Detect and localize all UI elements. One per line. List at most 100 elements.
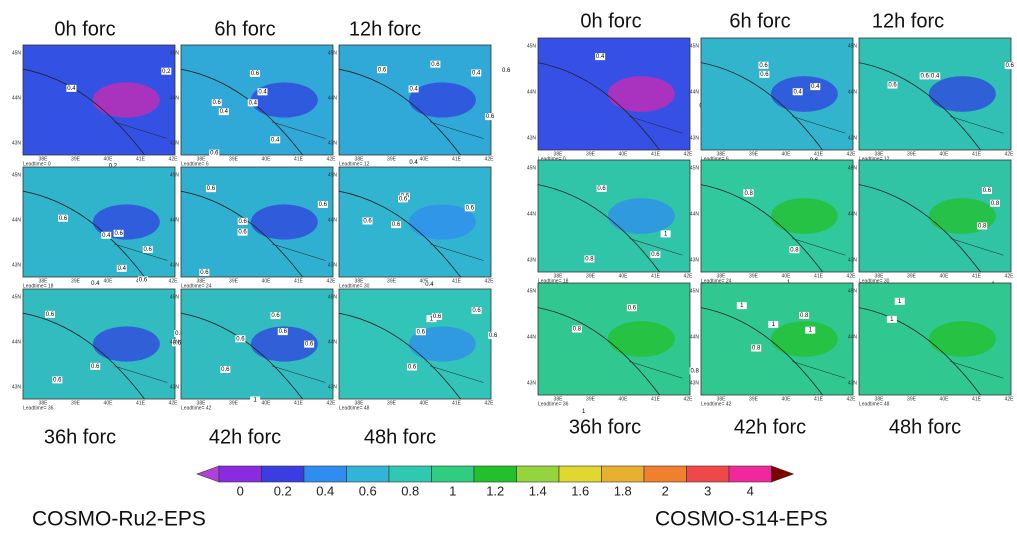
border <box>272 365 326 383</box>
contour-label-box <box>805 326 816 334</box>
leadtime-label: Leadtime= 24 <box>701 278 732 284</box>
contour-label-box <box>237 217 248 225</box>
contour-label: 0.4 <box>220 109 229 115</box>
contour-label-box <box>426 315 437 323</box>
lat-tick: 44N <box>527 211 537 217</box>
contour-label: 0.6 <box>210 151 219 157</box>
contour-label: 0.4 <box>472 71 481 77</box>
lon-tick: 40E <box>104 156 114 162</box>
field-blob <box>928 76 996 112</box>
field-blob <box>607 321 675 357</box>
lon-tick: 41E <box>651 396 661 402</box>
lat-tick: 44N <box>690 211 700 217</box>
contour-label-box <box>270 136 281 144</box>
contour-label: 0.6 <box>1006 63 1015 69</box>
colorbar-label: 2 <box>662 483 669 498</box>
lat-tick: 43N <box>328 384 338 390</box>
contour-label-box <box>171 339 182 347</box>
contour-label: 0.4 <box>425 282 434 288</box>
field-blob <box>199 114 254 141</box>
lat-tick: 44N <box>690 334 700 340</box>
contour-label-box <box>792 88 803 96</box>
colorbar-box <box>558 465 602 483</box>
contour-label: 0.6 <box>251 71 260 77</box>
contour-label: 0.6 <box>760 72 769 78</box>
lon-tick: 39E <box>586 273 596 279</box>
contour-label-box <box>485 113 496 121</box>
leadtime-label: Leadtime= 0 <box>23 161 51 167</box>
lon-tick: 38E <box>355 278 365 284</box>
leadtime-label: Leadtime= 42 <box>181 405 212 411</box>
contour-label-box <box>810 83 821 91</box>
contour-label: 0.6 <box>279 329 288 335</box>
colorbar-label: 0 <box>237 483 244 498</box>
colorbar-box <box>601 465 645 483</box>
lon-tick: 41E <box>452 278 462 284</box>
lon-tick: 38E <box>197 156 207 162</box>
lon-tick: 39E <box>71 278 81 284</box>
contour-label: 0.6 <box>628 305 637 311</box>
contour-label: 0.8 <box>690 369 699 375</box>
contour-label: 0.6 <box>221 367 230 373</box>
contour-label: 0.6 <box>363 219 372 225</box>
field-blob <box>408 82 476 118</box>
field-blob <box>250 326 318 362</box>
contour-label-box <box>799 311 810 319</box>
lon-tick: 39E <box>907 151 917 157</box>
field-blob <box>92 326 160 362</box>
field-blob <box>877 230 932 258</box>
contour-label-box <box>362 217 373 225</box>
lon-tick: 42E <box>169 400 179 406</box>
lon-tick: 38E <box>875 396 885 402</box>
field-blob <box>250 204 318 240</box>
lat-tick: 44N <box>12 95 22 101</box>
colorbar-label: 0.8 <box>401 483 419 498</box>
field-blob <box>41 358 96 385</box>
contour-label: 0.6 <box>472 308 481 314</box>
lat-tick: 45N <box>848 165 858 171</box>
lat-tick: 45N <box>527 43 537 49</box>
leadtime-label: Leadtime= 18 <box>538 278 569 284</box>
contour-label-box <box>689 367 700 375</box>
lon-tick: 42E <box>1005 396 1015 402</box>
contour-label: 1 <box>430 316 434 322</box>
field-blob <box>770 321 838 357</box>
contour-label-box <box>249 69 260 77</box>
contour-label-box <box>218 108 229 116</box>
lat-tick: 43N <box>12 140 22 146</box>
border <box>272 243 326 261</box>
contour-label-box <box>488 331 499 339</box>
contour-label: 0.4 <box>258 89 267 95</box>
lon-tick: 42E <box>1005 273 1015 279</box>
lon-tick: 41E <box>814 273 824 279</box>
border <box>629 361 683 379</box>
coastline <box>700 62 823 151</box>
contour-label-box <box>257 88 268 96</box>
colorbar-box <box>643 465 687 483</box>
coastline <box>338 68 461 156</box>
contour-label: 0.6 <box>651 252 660 258</box>
contour-label: 0.6 <box>59 216 68 222</box>
contour-label-box <box>626 304 637 312</box>
leadtime-label: Leadtime= 6 <box>701 156 729 162</box>
contour-label-box <box>578 408 589 416</box>
lon-tick: 38E <box>554 273 564 279</box>
contour-label: 1 <box>809 328 813 334</box>
contour-label-box <box>887 81 898 89</box>
colorbar-under <box>196 465 220 483</box>
contour-label: 0.6 <box>597 186 606 192</box>
contour-label-box <box>407 363 418 371</box>
lon-tick: 42E <box>847 273 857 279</box>
contour-label-box <box>174 330 185 338</box>
lon-tick: 42E <box>327 156 337 162</box>
contour-label: 0.6 <box>431 62 440 68</box>
lat-tick: 43N <box>690 135 700 141</box>
contour-label: 0.4 <box>102 233 111 239</box>
contour-label-box <box>66 84 77 92</box>
border <box>114 365 168 383</box>
field-blob <box>92 82 160 118</box>
coastline <box>700 184 823 273</box>
contour-label: 0.6 <box>466 205 475 211</box>
lon-tick: 41E <box>972 273 982 279</box>
contour-label: 0.4 <box>409 160 418 166</box>
